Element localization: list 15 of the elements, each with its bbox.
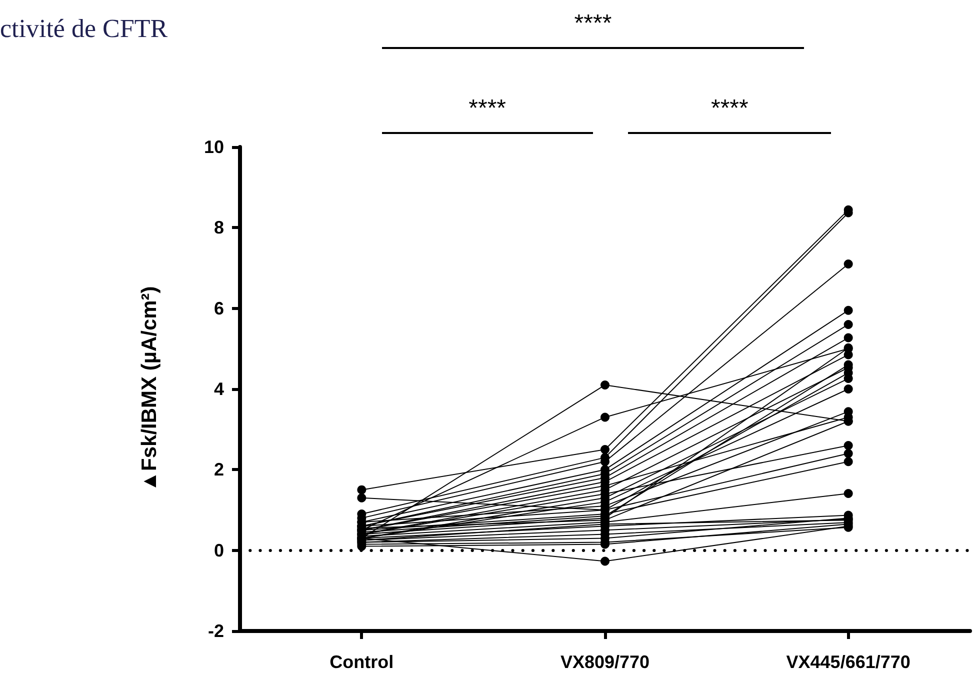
x-tick-label: VX809/770	[560, 652, 650, 672]
significance-bracket: ****	[382, 91, 593, 135]
x-tick-label: VX445/661/770	[786, 652, 910, 672]
x-tick-label: Control	[330, 652, 394, 672]
significance-bracket: ****	[382, 6, 804, 50]
y-axis-title: ▲Fsk/IBMX (µA/cm²)	[138, 286, 161, 492]
significance-bracket: ****	[628, 91, 832, 135]
y-tick-label: 10	[204, 137, 224, 157]
y-tick-label: 0	[214, 540, 224, 560]
y-tick-label: 8	[214, 218, 224, 238]
y-tick-label: 4	[214, 379, 224, 399]
y-tick-label: 6	[214, 298, 224, 318]
y-tick-label: -2	[208, 621, 224, 641]
chart-title: ctivité de CFTR	[0, 14, 168, 44]
y-tick-label: 2	[214, 460, 224, 480]
